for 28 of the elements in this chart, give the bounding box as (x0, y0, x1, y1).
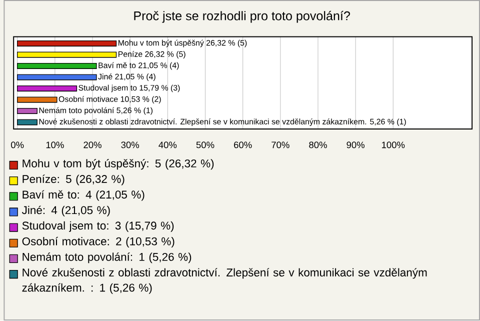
x-tick-label: 100% (382, 142, 405, 148)
text: Osobní motivace: 2 (10,53 %) (22, 237, 174, 248)
text: Mohu v tom být úspěšný: 5 (26,32 %) (22, 159, 214, 170)
x-tick-label: 20% (84, 142, 102, 148)
bar (17, 74, 97, 80)
x-tick-label: 80% (309, 142, 327, 148)
bar (17, 52, 117, 58)
x-tick-label: 30% (121, 142, 140, 148)
bar (17, 96, 58, 103)
x-tick-label: 50% (196, 142, 214, 148)
text: Jiné: 4 (21,05 %) (22, 206, 110, 217)
x-tick-label: 0% (11, 142, 24, 148)
x-tick-label: 40% (158, 142, 177, 148)
text: Baví mě to: 4 (21,05 %) (22, 190, 144, 202)
x-tick-label: 60% (234, 142, 252, 148)
text: Peníze: 5 (26,32 %) (22, 174, 124, 186)
chart-title: Proč jste se rozhodli pro toto povolání? (134, 11, 350, 24)
bar (17, 120, 38, 126)
bar (17, 86, 78, 92)
text: Nové zkušenosti z oblasti zdravotnictví. Zlepšení se v komunikaci se vzdělaným zákazníkem. : 1 (5,26 %) (22, 268, 427, 294)
x-tick-label: 90% (346, 142, 365, 148)
text: Studoval jsem to: 3 (15,79 %) (22, 222, 174, 232)
bar (17, 40, 117, 47)
text: Nemám toto povolání: 1 (5,26 %) (22, 252, 192, 264)
x-tick-label: 10% (46, 142, 64, 148)
bar (17, 63, 97, 70)
bar (17, 108, 38, 114)
x-tick-label: 70% (272, 142, 290, 148)
